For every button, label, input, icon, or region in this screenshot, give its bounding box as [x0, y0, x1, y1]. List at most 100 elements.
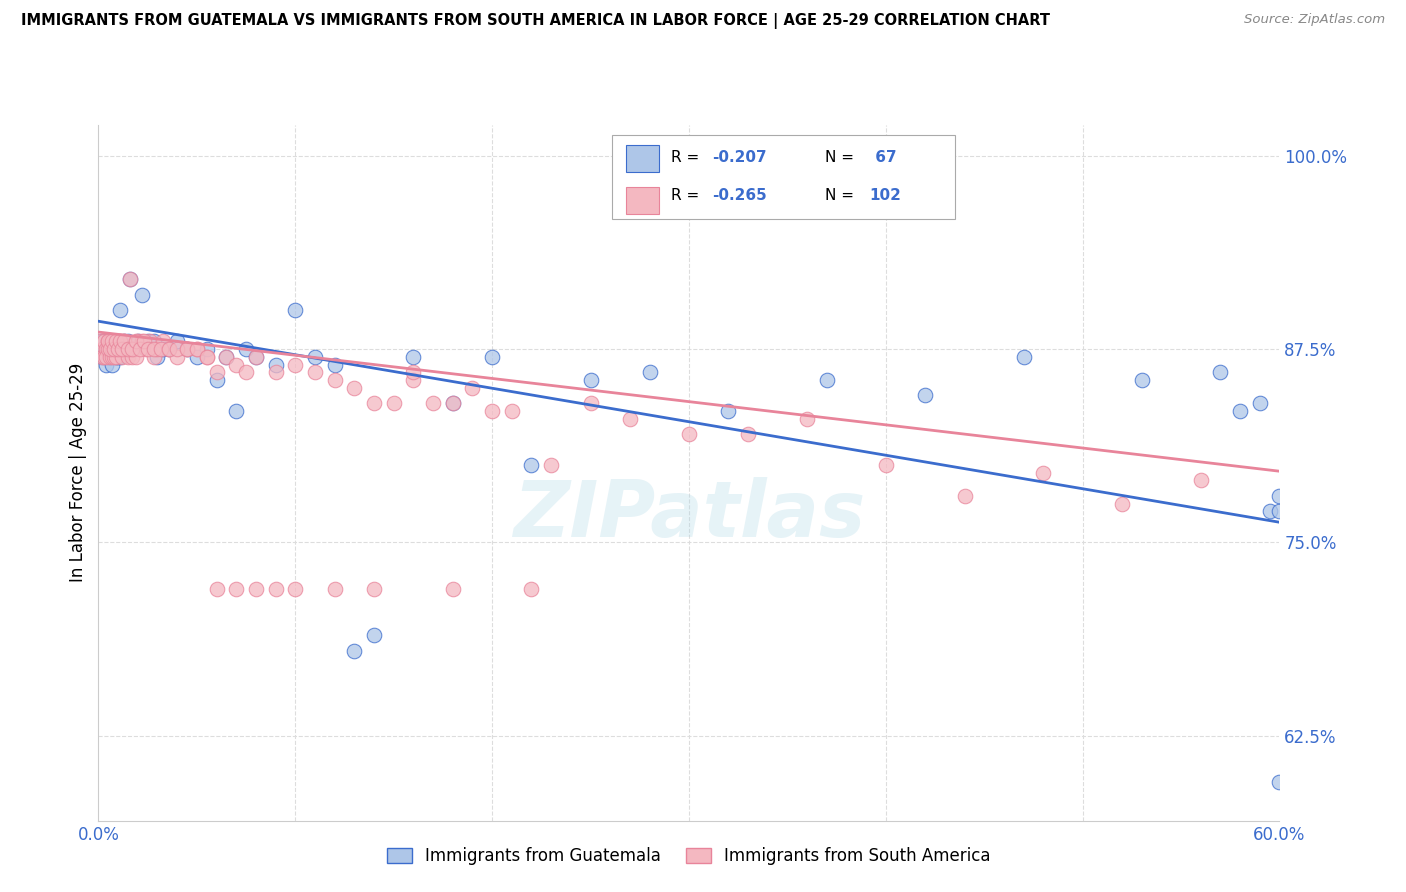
Point [101, 334, 124, 349]
Point [105, 342, 128, 356]
Point [142, 334, 165, 349]
Point [152, 334, 174, 349]
Text: 102: 102 [870, 188, 901, 203]
Point [186, 342, 208, 356]
Point [112, 334, 135, 349]
Text: -0.265: -0.265 [713, 188, 768, 203]
Point [150, 342, 173, 356]
Point [122, 342, 145, 356]
Point [136, 342, 159, 356]
Point [284, 582, 307, 596]
Point [132, 334, 155, 349]
Y-axis label: In Labor Force | Age 25-29: In Labor Force | Age 25-29 [69, 363, 87, 582]
Point [520, 458, 543, 472]
Point [97, 342, 120, 356]
Point [579, 396, 602, 410]
Point [953, 489, 976, 503]
Point [737, 427, 759, 442]
Point [382, 396, 405, 410]
Point [166, 350, 188, 364]
Point [125, 334, 148, 349]
Point [135, 342, 157, 356]
Text: R =: R = [671, 150, 704, 164]
Point [97, 334, 120, 349]
Point [98, 342, 121, 356]
Point [111, 350, 134, 364]
Point [914, 388, 936, 402]
Point [103, 342, 125, 356]
Point [235, 365, 257, 379]
Point [152, 342, 174, 356]
Point [98, 334, 121, 349]
Point [112, 334, 135, 349]
Point [1130, 373, 1153, 387]
Point [117, 342, 139, 356]
Point [638, 365, 661, 379]
Point [105, 350, 128, 364]
Point [796, 411, 818, 425]
Point [118, 272, 141, 286]
Point [105, 334, 128, 349]
Point [103, 342, 125, 356]
Point [1229, 404, 1251, 418]
Text: -0.207: -0.207 [713, 150, 768, 164]
Point [98, 350, 121, 364]
Point [520, 582, 543, 596]
Point [101, 350, 124, 364]
Point [103, 334, 125, 349]
Point [136, 334, 159, 349]
Point [343, 381, 366, 395]
Point [101, 342, 124, 356]
Point [195, 342, 218, 356]
FancyBboxPatch shape [612, 136, 955, 219]
Point [157, 342, 180, 356]
Point [1268, 775, 1291, 789]
Point [108, 350, 131, 364]
Point [91, 334, 114, 349]
Point [138, 334, 160, 349]
Point [93, 350, 115, 364]
Point [717, 404, 740, 418]
Point [1012, 350, 1035, 364]
Point [117, 350, 139, 364]
Point [128, 342, 150, 356]
Point [678, 427, 700, 442]
Point [107, 334, 129, 349]
Point [96, 350, 118, 364]
Point [91, 350, 114, 364]
Point [108, 334, 131, 349]
Point [422, 396, 444, 410]
Point [176, 342, 198, 356]
Point [98, 350, 121, 364]
Point [245, 582, 267, 596]
Point [97, 334, 120, 349]
Text: Source: ZipAtlas.com: Source: ZipAtlas.com [1244, 13, 1385, 27]
Point [103, 342, 125, 356]
Point [89, 342, 111, 356]
Point [402, 365, 425, 379]
Point [142, 350, 165, 364]
Point [111, 342, 134, 356]
Point [91, 350, 114, 364]
Point [1268, 489, 1291, 503]
Point [107, 350, 129, 364]
Legend: Immigrants from Guatemala, Immigrants from South America: Immigrants from Guatemala, Immigrants fr… [380, 840, 998, 871]
Point [245, 350, 267, 364]
Point [166, 334, 188, 349]
Point [284, 358, 307, 372]
Point [579, 373, 602, 387]
Point [107, 342, 129, 356]
Text: ZIPatlas: ZIPatlas [513, 476, 865, 552]
Point [225, 358, 247, 372]
Point [91, 342, 114, 356]
Point [115, 342, 138, 356]
Point [105, 350, 128, 364]
Point [166, 342, 188, 356]
Point [101, 342, 124, 356]
Point [205, 582, 228, 596]
Point [304, 350, 326, 364]
Point [96, 342, 118, 356]
Point [176, 342, 198, 356]
Point [93, 334, 115, 349]
Point [146, 342, 169, 356]
